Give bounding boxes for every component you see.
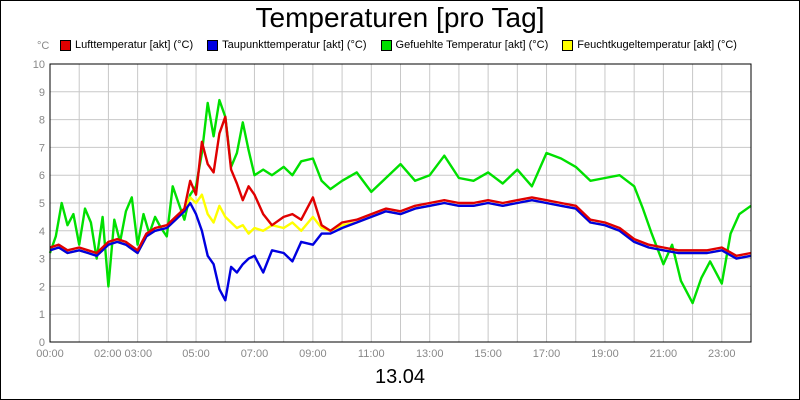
x-tick-label: 17:00 (533, 348, 561, 360)
x-tick-label: 21:00 (650, 348, 678, 360)
x-tick-label: 07:00 (241, 348, 269, 360)
legend-label-lufttemperatur: Lufttemperatur [akt] (°C) (75, 39, 194, 51)
y-tick-label: 9 (39, 87, 45, 99)
series-line-taupunkttemperatur (49, 198, 752, 302)
chart-legend: Lufttemperatur [akt] (°C) Taupunkttemper… (60, 37, 737, 53)
x-tick-label: 15:00 (474, 348, 502, 360)
x-tick-label: 09:00 (299, 348, 327, 360)
legend-swatch-taupunkttemperatur (207, 39, 219, 51)
legend-label-feuchtkugeltemperatur: Feuchtkugeltemperatur [akt] (°C) (577, 39, 737, 51)
legend-label-taupunkttemperatur: Taupunkttemperatur [akt] (°C) (222, 39, 367, 51)
legend-item-lufttemperatur: Lufttemperatur [akt] (°C) (60, 39, 193, 51)
plot-border (49, 63, 752, 343)
x-tick-label: 23:00 (708, 348, 736, 360)
x-axis-title: 13.04 (374, 366, 426, 388)
legend-label-gefuehlte-temperatur: Gefuehlte Temperatur [akt] (°C) (395, 39, 549, 51)
y-tick-label: 5 (39, 198, 45, 210)
x-tick-label: 00:00 (36, 348, 64, 360)
legend-item-gefuehlte-temperatur: Gefuehlte Temperatur [akt] (°C) (380, 39, 549, 51)
legend-item-taupunkttemperatur: Taupunkttemperatur [akt] (°C) (207, 39, 367, 51)
legend-swatch-lufttemperatur (60, 39, 71, 51)
x-tick-label: 19:00 (591, 348, 619, 360)
legend-swatch-gefuehlte-temperatur (380, 39, 392, 51)
series-line-gefuehlte-temperatur (48, 98, 752, 305)
y-tick-label: 0 (39, 337, 45, 349)
chart-title: Temperaturen [pro Tag] (255, 2, 545, 33)
legend-swatch-feuchtkugeltemperatur (562, 39, 574, 51)
legend-item-feuchtkugeltemperatur: Feuchtkugeltemperatur [akt] (°C) (562, 39, 737, 51)
x-tick-label: 05:00 (182, 348, 210, 360)
y-tick-label: 10 (33, 59, 45, 71)
x-tick-label: 13:00 (416, 348, 444, 360)
y-tick-label: 1 (39, 309, 45, 321)
series-line-lufttemperatur (49, 115, 752, 258)
x-tick-label: 11:00 (358, 348, 385, 360)
y-axis-unit: °C (37, 40, 50, 52)
y-tick-label: 6 (39, 170, 45, 182)
y-tick-label: 4 (39, 226, 45, 238)
x-tick-label: 02:00 03:00 (94, 348, 152, 360)
y-tick-label: 2 (39, 281, 45, 293)
y-tick-label: 7 (39, 142, 45, 154)
y-tick-label: 3 (39, 254, 45, 266)
y-tick-label: 8 (39, 115, 45, 127)
